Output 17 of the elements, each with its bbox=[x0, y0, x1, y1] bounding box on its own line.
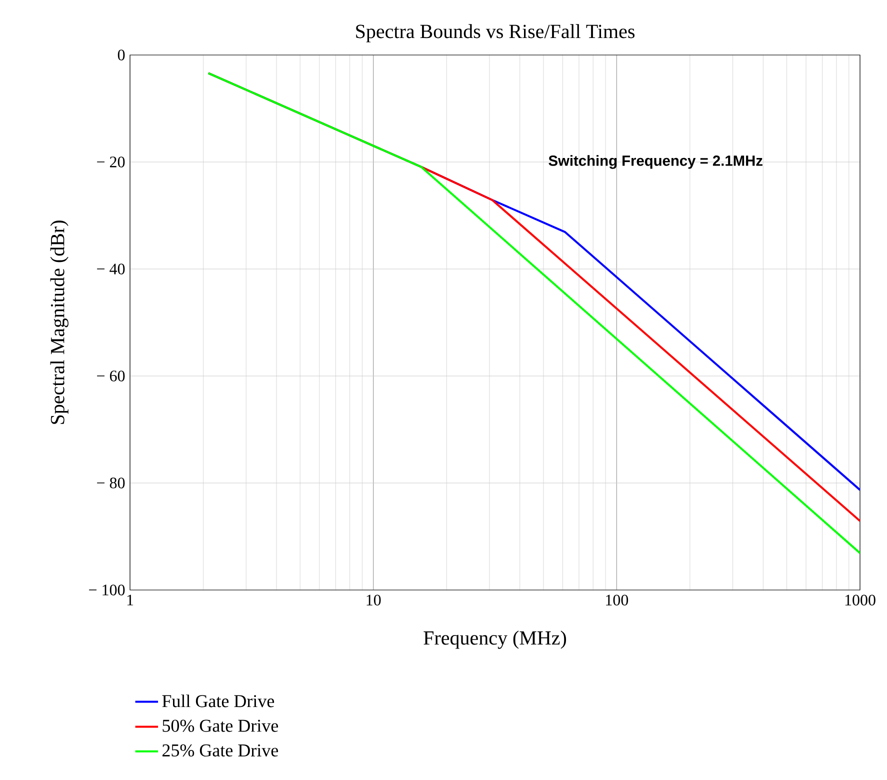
y-tick-label: − 60 bbox=[97, 370, 125, 382]
y-axis-title: Spectral Magnitude (dBr) bbox=[50, 220, 68, 424]
x-tick-label: 1000 bbox=[845, 594, 876, 606]
legend-label: Full Gate Drive bbox=[162, 694, 274, 708]
x-tick-label: 10 bbox=[366, 594, 381, 606]
x-tick-label: 1 bbox=[127, 594, 134, 606]
y-tick-label: − 20 bbox=[97, 156, 125, 168]
y-tick-label: 0 bbox=[118, 50, 125, 60]
x-axis-title: Frequency (MHz) bbox=[424, 630, 566, 649]
y-tick-label: − 40 bbox=[97, 264, 125, 274]
legend-label: 50% Gate Drive bbox=[162, 720, 278, 732]
y-tick-label: − 80 bbox=[97, 478, 125, 488]
annotation: Switching Frequency = 2.1MHz bbox=[548, 155, 762, 169]
x-tick-label: 100 bbox=[606, 594, 628, 606]
y-tick-label: − 100 bbox=[89, 584, 125, 596]
legend-label: 25% Gate Drive bbox=[162, 744, 278, 757]
chart-title: Spectra Bounds vs Rise/Fall Times bbox=[356, 24, 634, 42]
